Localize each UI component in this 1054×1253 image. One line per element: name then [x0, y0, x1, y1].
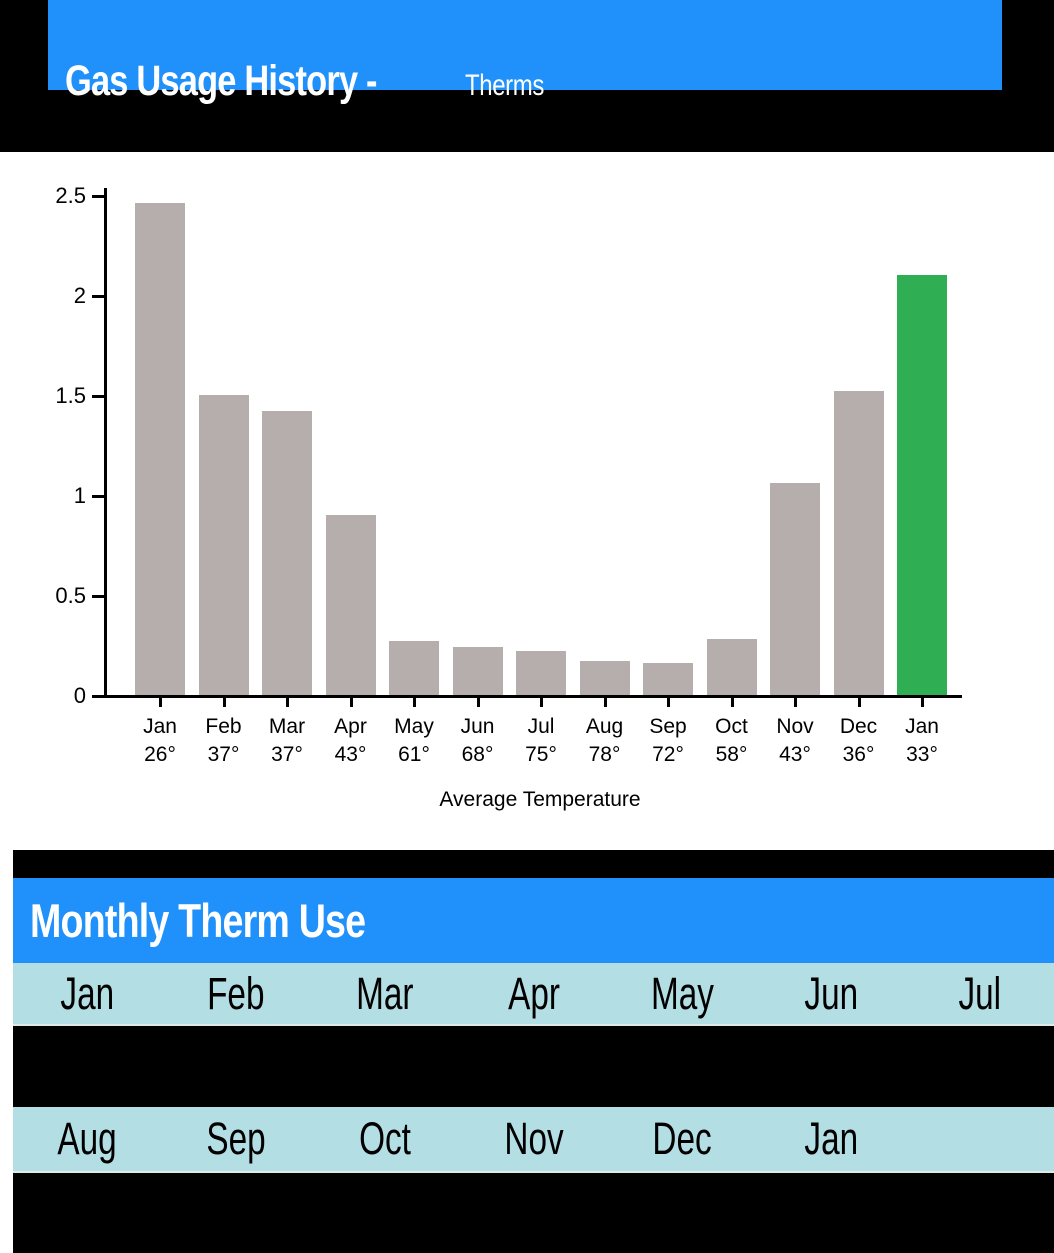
table-title-bar: Monthly Therm Use	[13, 878, 1054, 963]
x-tick	[222, 698, 226, 707]
y-tick-label: 2.5	[55, 183, 86, 208]
x-tick	[540, 698, 543, 707]
bar-aug	[579, 661, 630, 695]
x-cat-month: Nov	[776, 715, 814, 738]
x-cat-temp: 68°	[461, 743, 494, 766]
x-tick	[667, 698, 670, 707]
x-cat-month: Mar	[268, 715, 306, 738]
monthly-therm-section: Monthly Therm Use Jan Feb Mar Apr May Ju…	[13, 850, 1054, 1253]
bar-jun	[452, 647, 503, 695]
month-cell-feb: Feb	[207, 967, 265, 1019]
y-tick	[92, 295, 105, 298]
gas-usage-chart: Average Temperature 0 0.5 1 1.5 2 2.5 Jan 26° Fe…	[0, 152, 1054, 850]
month-cell-may: May	[650, 967, 714, 1019]
bar-may	[389, 641, 439, 695]
month-row-2: Aug Sep Oct Nov Dec Jan	[13, 1107, 1054, 1173]
x-tick	[476, 698, 480, 707]
x-tick	[921, 698, 924, 707]
page-title: Gas Usage History -	[65, 57, 378, 105]
y-tick	[92, 495, 105, 498]
bar-feb	[198, 395, 249, 695]
x-cat-temp: 33°	[906, 743, 938, 766]
month-row-1: Jan Feb Mar Apr May Jun Jul	[13, 963, 1054, 1026]
x-cat-month: Aug	[585, 715, 624, 738]
y-tick	[92, 695, 105, 698]
x-cat-temp: 43°	[779, 743, 811, 766]
bar-oct	[706, 639, 757, 695]
x-cat-temp: 75°	[525, 743, 557, 766]
y-tick	[92, 595, 105, 598]
y-axis-line	[104, 188, 107, 698]
bar-dec	[833, 391, 884, 695]
x-cat-month: Oct	[715, 715, 748, 738]
x-cat-month: Jan	[905, 715, 939, 738]
bar-nov	[770, 483, 820, 695]
x-tick	[349, 698, 353, 707]
x-cat-temp: 61°	[398, 743, 430, 766]
header-block: Gas Usage History - Therms	[0, 0, 1054, 152]
y-tick-label: 0	[73, 683, 86, 708]
page-title-units: Therms	[464, 69, 544, 102]
month-cell-dec: Dec	[652, 1113, 712, 1164]
bar-jan	[135, 203, 185, 695]
x-cat-temp: 78°	[588, 743, 621, 766]
x-cat-temp: 58°	[715, 743, 748, 766]
month-cell-apr: Apr	[507, 967, 560, 1019]
bar-sep	[643, 663, 693, 695]
bar-apr	[325, 515, 376, 695]
x-cat-temp: 36°	[842, 743, 875, 766]
x-tick	[159, 698, 162, 707]
y-tick-label: 0.5	[55, 583, 86, 608]
x-cat-month: Jan	[143, 715, 177, 738]
y-tick-label: 1	[73, 483, 86, 508]
y-tick-label: 1.5	[55, 383, 86, 408]
x-cat-temp: 72°	[652, 743, 684, 766]
x-cat-temp: 37°	[207, 743, 240, 766]
header-banner: Gas Usage History - Therms	[48, 0, 1002, 105]
month-cell-jul: Jul	[958, 967, 1001, 1019]
month-cell-sep: Sep	[206, 1113, 266, 1164]
month-cell-empty	[905, 1107, 1054, 1171]
x-tick	[730, 698, 734, 707]
x-tick	[794, 698, 797, 707]
x-cat-month: Sep	[649, 715, 687, 738]
month-cell-aug: Aug	[57, 1113, 117, 1164]
table-title: Monthly Therm Use	[30, 894, 366, 947]
x-cat-month: Jun	[460, 715, 495, 738]
x-axis-title: Average Temperature	[439, 788, 641, 811]
y-tick	[92, 195, 105, 198]
month-cell-nov: Nov	[503, 1113, 564, 1164]
x-cat-month: Feb	[205, 715, 242, 738]
month-cell-mar: Mar	[356, 967, 414, 1019]
x-tick	[857, 698, 861, 707]
x-tick	[603, 698, 607, 707]
month-cell-jan2: Jan	[804, 1113, 858, 1164]
x-cat-month: Dec	[839, 715, 878, 738]
month-cell-jan: Jan	[60, 967, 115, 1019]
x-tick	[413, 698, 416, 707]
bar-jul	[516, 651, 566, 695]
x-cat-month: Jul	[527, 715, 555, 738]
x-tick	[286, 698, 289, 707]
y-tick	[92, 395, 105, 398]
y-tick-label: 2	[73, 283, 86, 308]
month-cell-oct: Oct	[358, 1113, 411, 1164]
bar-jan-highlight	[897, 275, 947, 695]
x-cat-month: May	[394, 715, 434, 738]
x-axis-line	[104, 695, 962, 698]
x-cat-temp: 26°	[144, 743, 176, 766]
bar-mar	[262, 411, 312, 695]
plot-area: Average Temperature 0 0.5 1 1.5 2 2.5 Jan 26° Fe…	[0, 152, 1054, 850]
month-cell-jun: Jun	[804, 967, 858, 1019]
x-cat-temp: 43°	[334, 743, 367, 766]
x-cat-month: Apr	[334, 715, 367, 738]
x-cat-temp: 37°	[271, 743, 303, 766]
